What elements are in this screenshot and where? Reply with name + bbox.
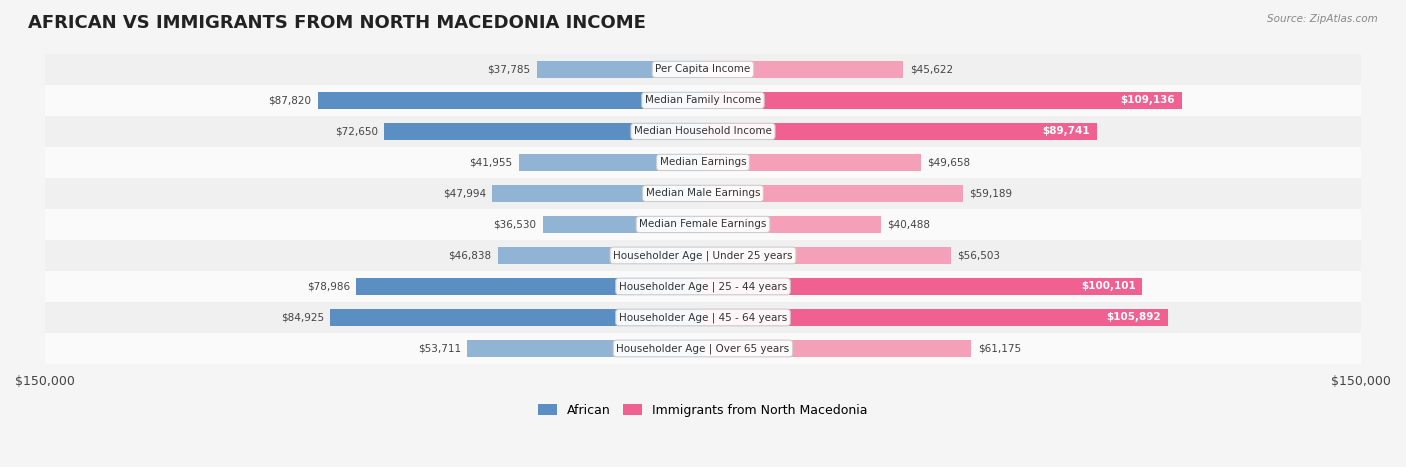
Text: $105,892: $105,892 bbox=[1107, 312, 1161, 322]
Text: $72,650: $72,650 bbox=[335, 127, 378, 136]
Bar bbox=[703, 216, 880, 233]
Text: $36,530: $36,530 bbox=[494, 219, 536, 229]
Text: $100,101: $100,101 bbox=[1081, 282, 1136, 291]
Bar bbox=[537, 61, 703, 78]
Bar bbox=[45, 209, 1361, 240]
Bar bbox=[318, 92, 703, 109]
Bar bbox=[45, 116, 1361, 147]
Text: Householder Age | Over 65 years: Householder Age | Over 65 years bbox=[616, 343, 790, 354]
Legend: African, Immigrants from North Macedonia: African, Immigrants from North Macedonia bbox=[533, 399, 873, 422]
Text: $41,955: $41,955 bbox=[470, 157, 512, 168]
Bar bbox=[45, 147, 1361, 178]
Bar bbox=[703, 154, 921, 171]
Text: $45,622: $45,622 bbox=[910, 64, 953, 74]
Text: $87,820: $87,820 bbox=[269, 95, 311, 106]
Bar bbox=[45, 302, 1361, 333]
Bar bbox=[703, 247, 950, 264]
Text: $46,838: $46,838 bbox=[449, 250, 491, 261]
Text: $89,741: $89,741 bbox=[1042, 127, 1090, 136]
Bar bbox=[703, 92, 1182, 109]
Text: $37,785: $37,785 bbox=[488, 64, 530, 74]
Bar bbox=[357, 278, 703, 295]
Bar bbox=[703, 309, 1167, 326]
Text: Median Male Earnings: Median Male Earnings bbox=[645, 188, 761, 198]
Text: Householder Age | 25 - 44 years: Householder Age | 25 - 44 years bbox=[619, 281, 787, 292]
Bar bbox=[384, 123, 703, 140]
Bar bbox=[703, 340, 972, 357]
Bar bbox=[467, 340, 703, 357]
Bar bbox=[543, 216, 703, 233]
Bar bbox=[703, 123, 1097, 140]
Bar bbox=[45, 54, 1361, 85]
Bar bbox=[45, 240, 1361, 271]
Text: Median Household Income: Median Household Income bbox=[634, 127, 772, 136]
Text: Per Capita Income: Per Capita Income bbox=[655, 64, 751, 74]
Bar bbox=[498, 247, 703, 264]
Bar bbox=[45, 333, 1361, 364]
Bar bbox=[45, 178, 1361, 209]
Text: Householder Age | Under 25 years: Householder Age | Under 25 years bbox=[613, 250, 793, 261]
Bar bbox=[330, 309, 703, 326]
Bar bbox=[492, 185, 703, 202]
Text: Householder Age | 45 - 64 years: Householder Age | 45 - 64 years bbox=[619, 312, 787, 323]
Bar bbox=[703, 61, 903, 78]
Text: Median Female Earnings: Median Female Earnings bbox=[640, 219, 766, 229]
Text: $61,175: $61,175 bbox=[979, 343, 1021, 354]
Text: Median Earnings: Median Earnings bbox=[659, 157, 747, 168]
Text: $109,136: $109,136 bbox=[1121, 95, 1175, 106]
Text: $53,711: $53,711 bbox=[418, 343, 461, 354]
Text: $40,488: $40,488 bbox=[887, 219, 931, 229]
Text: AFRICAN VS IMMIGRANTS FROM NORTH MACEDONIA INCOME: AFRICAN VS IMMIGRANTS FROM NORTH MACEDON… bbox=[28, 14, 645, 32]
Text: Median Family Income: Median Family Income bbox=[645, 95, 761, 106]
Text: $84,925: $84,925 bbox=[281, 312, 323, 322]
Text: Source: ZipAtlas.com: Source: ZipAtlas.com bbox=[1267, 14, 1378, 24]
Bar bbox=[703, 278, 1142, 295]
Text: $56,503: $56,503 bbox=[957, 250, 1001, 261]
Bar bbox=[519, 154, 703, 171]
Text: $78,986: $78,986 bbox=[307, 282, 350, 291]
Text: $59,189: $59,189 bbox=[969, 188, 1012, 198]
Bar bbox=[703, 185, 963, 202]
Text: $47,994: $47,994 bbox=[443, 188, 486, 198]
Bar bbox=[45, 271, 1361, 302]
Bar bbox=[45, 85, 1361, 116]
Text: $49,658: $49,658 bbox=[928, 157, 970, 168]
